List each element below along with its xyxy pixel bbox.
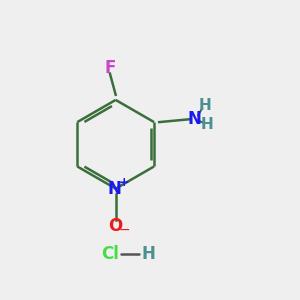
Text: H: H: [199, 98, 212, 113]
Text: H: H: [142, 245, 155, 263]
Text: F: F: [104, 59, 116, 77]
Text: N: N: [107, 180, 121, 198]
Text: O: O: [109, 217, 123, 235]
Text: N: N: [187, 110, 201, 128]
Text: −: −: [119, 223, 130, 237]
Text: +: +: [118, 176, 129, 189]
Text: Cl: Cl: [101, 245, 119, 263]
Text: H: H: [200, 118, 213, 133]
